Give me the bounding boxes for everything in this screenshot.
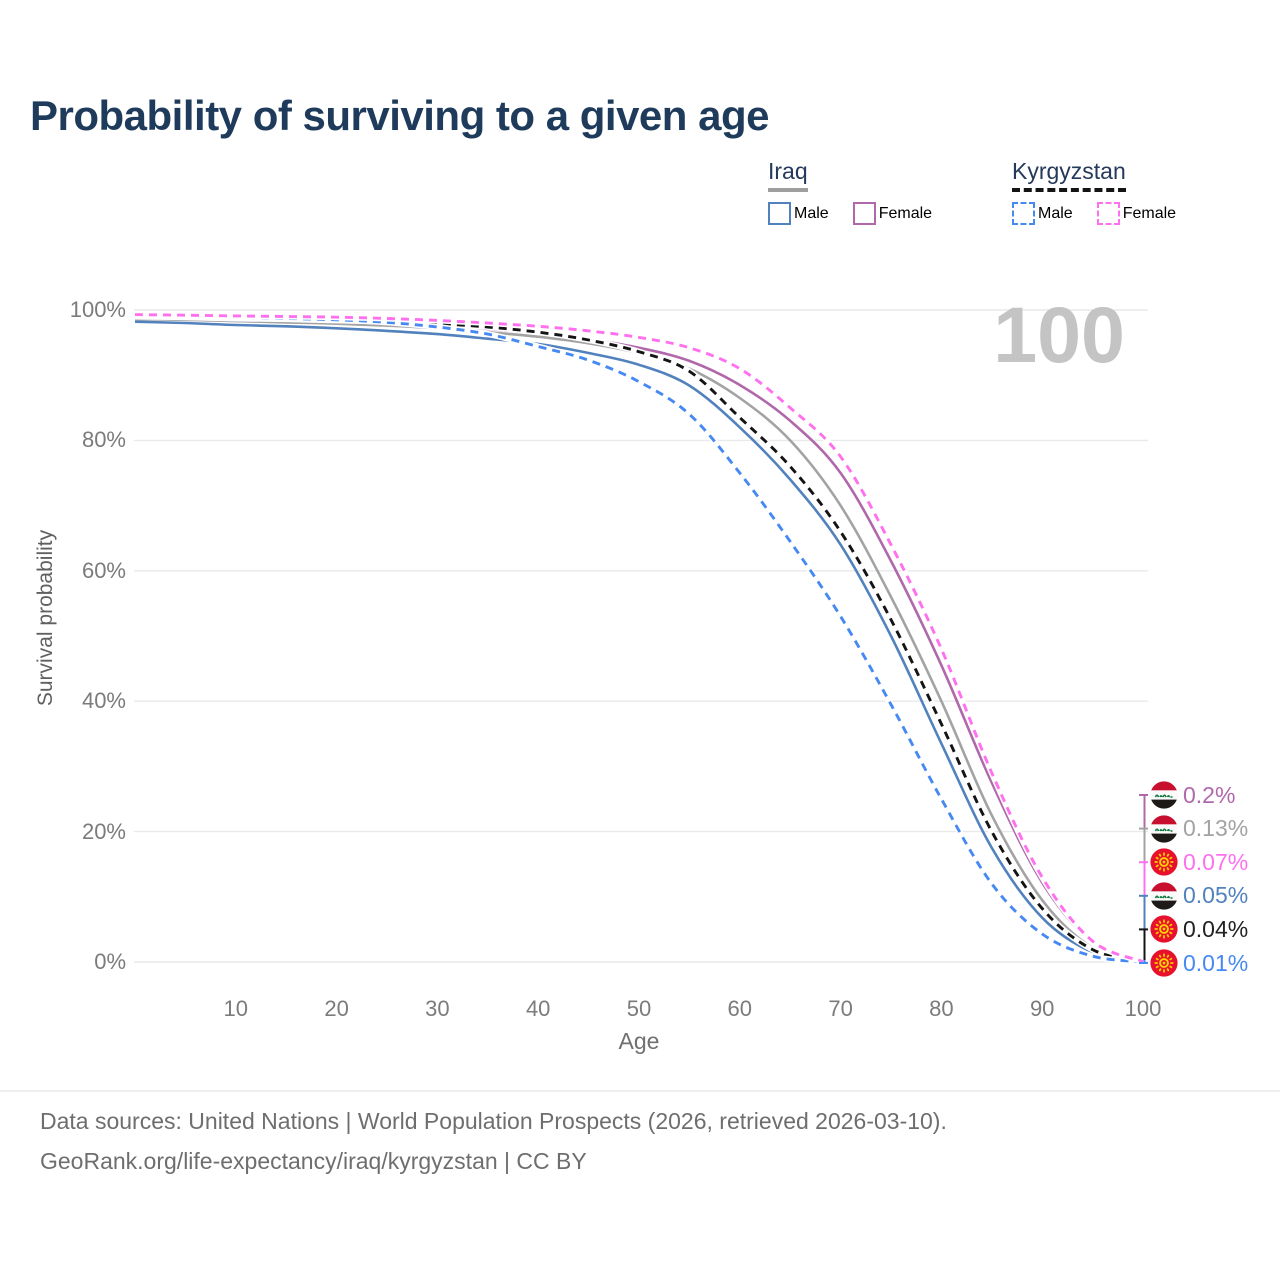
legend-country-label: Kyrgyzstan — [1012, 158, 1126, 192]
x-tick-label: 50 — [626, 996, 652, 1021]
end-value-label: 0.04% — [1183, 915, 1249, 942]
y-tick-label: 20% — [81, 818, 126, 844]
legend-swatch — [768, 202, 791, 225]
y-tick-label: 100% — [69, 297, 126, 322]
x-tick-label: 90 — [1029, 996, 1055, 1021]
end-label-row: 0.01% — [1150, 949, 1248, 977]
legend-item-label: Female — [1122, 204, 1177, 222]
legend-swatch — [852, 202, 876, 225]
legend-items-row: Male Female — [1012, 202, 1200, 225]
legend-country-label: Iraq — [768, 158, 808, 192]
curve-kyrgyzstan-both-sexes-casing — [134, 313, 1144, 965]
legend-item-iraq-female[interactable]: Female — [852, 202, 933, 225]
flag-iraq-icon — [1150, 814, 1178, 843]
footer-divider — [0, 1090, 1280, 1092]
x-tick-label: 60 — [727, 996, 753, 1021]
curve-iraq-both-sexes[interactable] — [134, 317, 1144, 963]
legend-group-kyrgyzstan: Kyrgyzstan Male Female — [1012, 158, 1200, 225]
end-label-row: 0.2% — [1150, 781, 1235, 809]
x-tick-label: 70 — [828, 996, 853, 1021]
curve-kyrgyzstan-male[interactable] — [134, 313, 1144, 964]
y-tick-label: 0% — [94, 949, 126, 974]
x-tick-label: 30 — [425, 996, 450, 1021]
flag-iraq-icon — [1150, 882, 1178, 910]
flag-iraq-icon — [1150, 781, 1178, 809]
y-tick-label: 80% — [81, 427, 126, 453]
x-axis-title: Age — [618, 1028, 660, 1054]
curve-iraq-male[interactable] — [134, 320, 1144, 963]
x-tick-label: 20 — [324, 996, 349, 1021]
legend-item-kyrgyzstan-male[interactable]: Male — [1012, 202, 1073, 225]
hover-age-watermark: 100 — [993, 290, 1125, 379]
legend-item-kyrgyzstan-female[interactable]: Female — [1096, 202, 1177, 225]
flag-kyrgyzstan-icon — [1150, 848, 1178, 876]
legend-item-label: Male — [794, 204, 829, 222]
legend-item-label: Male — [1038, 204, 1073, 222]
end-label-row: 0.13% — [1150, 814, 1249, 843]
x-tick-label: 10 — [223, 996, 249, 1021]
end-label-row: 0.05% — [1150, 882, 1248, 910]
curve-iraq-female[interactable] — [134, 315, 1144, 962]
y-tick-label: 60% — [81, 557, 126, 583]
x-tick-label: 100 — [1124, 996, 1162, 1021]
curve-kyrgyzstan-female[interactable] — [134, 313, 1144, 963]
end-value-label: 0.07% — [1183, 848, 1249, 875]
end-value-label: 0.2% — [1183, 781, 1236, 808]
curve-kyrgyzstan-both-sexes[interactable] — [134, 315, 1144, 964]
x-tick-label: 80 — [929, 996, 954, 1021]
chart-title: Probability of surviving to a given age — [30, 92, 769, 139]
end-label-row: 0.07% — [1150, 848, 1248, 876]
end-value-label: 0.01% — [1183, 949, 1249, 976]
legend-group-iraq: Iraq Male Female — [768, 158, 956, 225]
end-value-label: 0.13% — [1183, 815, 1249, 842]
flag-kyrgyzstan-icon — [1150, 949, 1178, 977]
curve-kyrgyzstan-male-casing — [134, 312, 1144, 965]
end-label-row: 0.04% — [1150, 915, 1248, 943]
legend-items-row: Male Female — [768, 202, 956, 225]
y-tick-label: 40% — [81, 688, 126, 714]
footer-attribution: GeoRank.org/life-expectancy/iraq/kyrgyzs… — [40, 1148, 587, 1174]
curve-kyrgyzstan-female-casing — [134, 311, 1145, 965]
legend-swatch — [1012, 202, 1035, 225]
x-tick-label: 40 — [525, 996, 551, 1021]
legend-swatch — [1096, 202, 1120, 225]
y-axis-title: Survival probability — [34, 529, 57, 707]
flag-kyrgyzstan-icon — [1150, 915, 1178, 943]
footer-data-sources: Data sources: United Nations | World Pop… — [40, 1108, 947, 1134]
end-value-label: 0.05% — [1183, 882, 1249, 909]
legend-item-iraq-male[interactable]: Male — [768, 202, 829, 225]
legend-item-label: Female — [878, 204, 933, 222]
